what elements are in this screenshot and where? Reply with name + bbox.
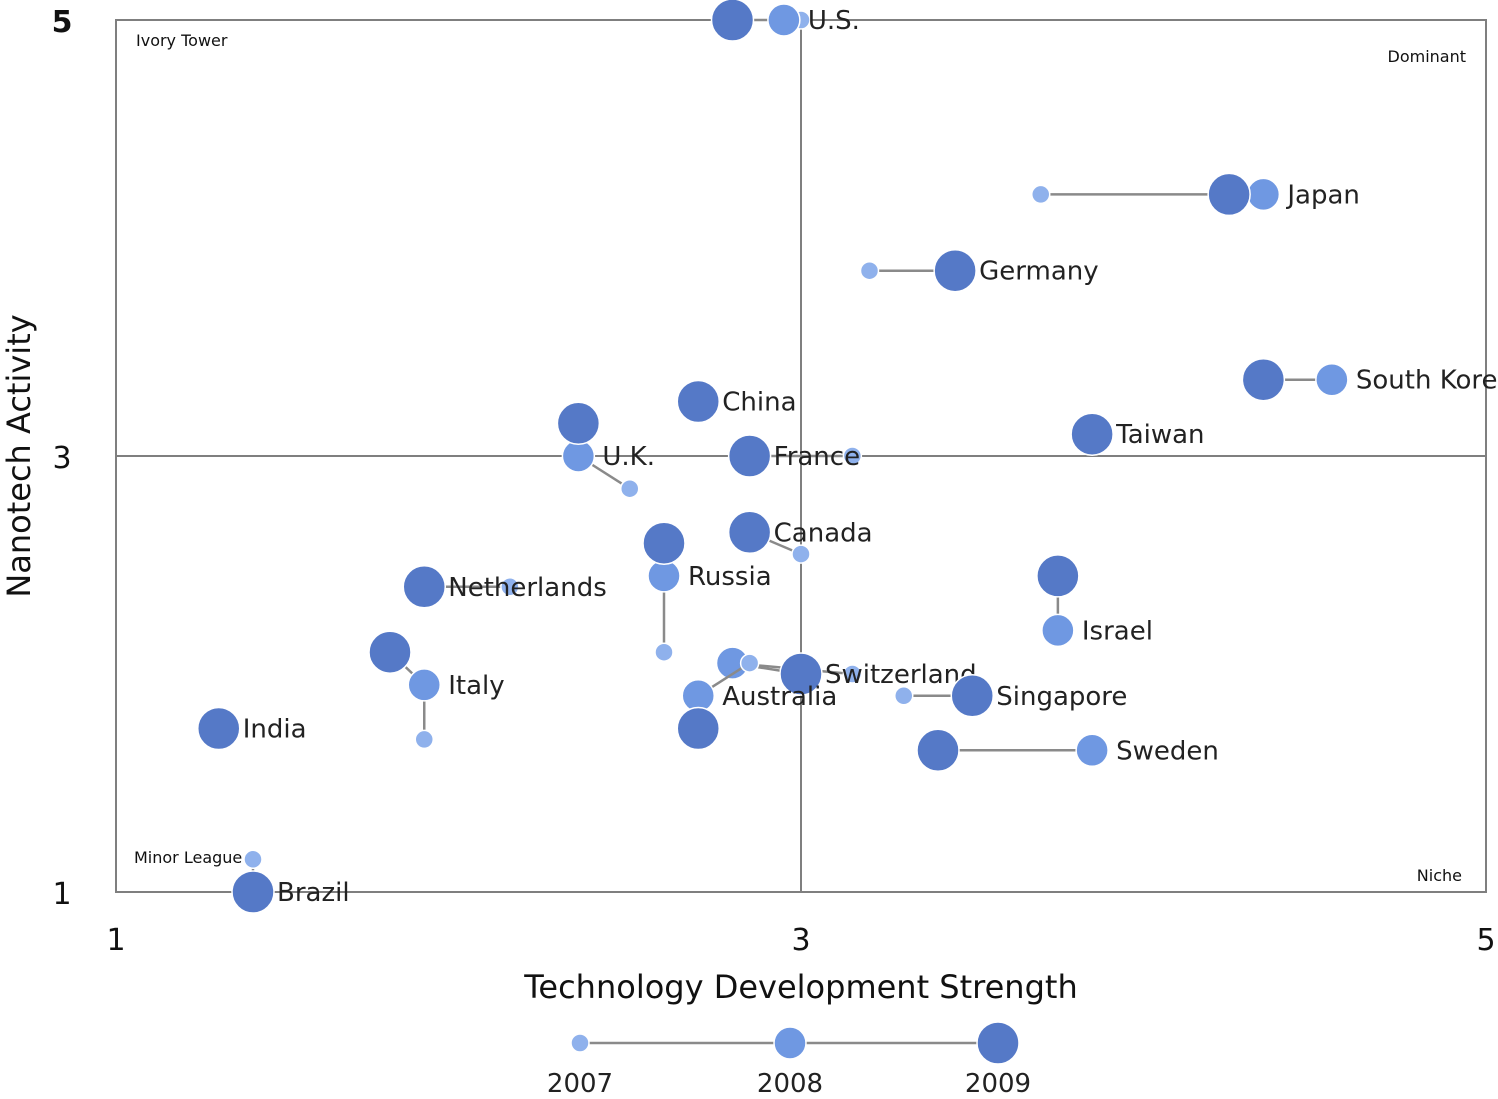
point-china-2009 bbox=[676, 379, 720, 424]
label-switzerland: Switzerland bbox=[825, 660, 977, 690]
y-tick-1: 1 bbox=[52, 877, 71, 912]
legend: 2007 2008 2009 bbox=[547, 1021, 1031, 1099]
country-group-israel: Israel bbox=[1036, 554, 1153, 648]
label-russia: Russia bbox=[688, 562, 772, 592]
country-group-sweden: Sweden bbox=[916, 728, 1219, 773]
legend-label-2008: 2008 bbox=[757, 1069, 823, 1099]
label-japan: Japan bbox=[1285, 180, 1360, 210]
point-singapore-2007 bbox=[894, 686, 914, 706]
point-australia-2009 bbox=[676, 706, 720, 751]
label-sweden: Sweden bbox=[1116, 736, 1219, 766]
country-group-netherlands: Netherlands bbox=[402, 565, 607, 609]
legend-label-2007: 2007 bbox=[547, 1069, 613, 1099]
point-india-2009 bbox=[197, 706, 241, 751]
country-group-italy: Italy bbox=[368, 630, 505, 750]
point-israel-2008 bbox=[1041, 613, 1075, 648]
quadrant-niche: Niche bbox=[1417, 866, 1462, 885]
point-russia-2007 bbox=[654, 642, 674, 662]
legend-marker-2008 bbox=[773, 1026, 807, 1060]
country-group-south-korea: South Korea bbox=[1241, 357, 1498, 402]
point-russia-2009 bbox=[642, 521, 686, 565]
country-group-brazil: Brazil bbox=[231, 849, 350, 914]
y-tick-3: 3 bbox=[52, 441, 71, 476]
point-brazil-2007 bbox=[243, 849, 263, 870]
point-singapore-2009 bbox=[950, 674, 994, 718]
point-u-k-2007 bbox=[620, 478, 640, 499]
country-group-australia: Australia bbox=[676, 653, 837, 751]
point-canada-2007 bbox=[791, 544, 811, 564]
label-taiwan: Taiwan bbox=[1115, 420, 1204, 450]
legend-label-2009: 2009 bbox=[965, 1069, 1031, 1099]
point-switzerland-2009 bbox=[779, 652, 823, 696]
label-singapore: Singapore bbox=[996, 682, 1127, 712]
point-france-2009 bbox=[727, 434, 772, 478]
quadrant-minor-league: Minor League bbox=[134, 848, 242, 867]
point-italy-2009 bbox=[368, 630, 412, 674]
quadrant-dominant: Dominant bbox=[1388, 47, 1467, 66]
point-taiwan-2009 bbox=[1070, 412, 1114, 456]
x-axis-title: Technology Development Strength bbox=[523, 968, 1077, 1006]
country-series: U.S. Japan Germany South Korea Taiwan China U.… bbox=[197, 0, 1498, 914]
point-switzerland-2007 bbox=[842, 664, 863, 684]
point-japan-2008 bbox=[1246, 177, 1281, 212]
country-group-russia: Russia bbox=[642, 521, 772, 662]
x-tick-1: 1 bbox=[106, 923, 125, 958]
y-axis-title: Nanotech Activity bbox=[0, 314, 38, 597]
point-south-korea-2009 bbox=[1241, 357, 1286, 402]
point-italy-2008 bbox=[407, 668, 441, 702]
country-group-canada: Canada bbox=[727, 510, 873, 564]
point-germany-2009 bbox=[933, 248, 977, 293]
label-italy: Italy bbox=[448, 671, 504, 701]
point-sweden-2009 bbox=[916, 728, 960, 773]
label-u-s: U.S. bbox=[808, 6, 860, 36]
x-tick-3: 3 bbox=[791, 923, 810, 958]
point-israel-2009 bbox=[1036, 554, 1080, 598]
y-tick-5: 5 bbox=[52, 5, 73, 40]
x-tick-5: 5 bbox=[1476, 923, 1495, 958]
quadrant-ivory-tower: Ivory Tower bbox=[136, 31, 228, 50]
label-u-k: U.K. bbox=[602, 442, 655, 472]
point-u-k-2009 bbox=[556, 401, 601, 446]
country-group-u-k: U.K. bbox=[556, 401, 655, 499]
country-group-switzerland: Switzerland bbox=[715, 646, 977, 696]
point-sweden-2008 bbox=[1075, 733, 1109, 768]
point-france-2007 bbox=[842, 446, 863, 466]
point-u-s-2009 bbox=[710, 0, 755, 42]
point-netherlands-2007 bbox=[500, 577, 520, 597]
label-south-korea: South Korea bbox=[1356, 366, 1498, 396]
country-group-singapore: Singapore bbox=[894, 674, 1127, 718]
point-u-s-2008 bbox=[767, 3, 801, 37]
point-netherlands-2009 bbox=[402, 565, 446, 609]
point-japan-2007 bbox=[1031, 184, 1051, 205]
label-germany: Germany bbox=[979, 257, 1099, 287]
label-brazil: Brazil bbox=[277, 878, 350, 908]
label-australia: Australia bbox=[722, 682, 837, 712]
point-japan-2009 bbox=[1207, 172, 1251, 217]
country-group-germany: Germany bbox=[859, 248, 1099, 293]
country-group-japan: Japan bbox=[1031, 172, 1360, 217]
label-israel: Israel bbox=[1082, 616, 1153, 646]
label-canada: Canada bbox=[774, 518, 873, 548]
point-italy-2007 bbox=[414, 729, 434, 750]
label-netherlands: Netherlands bbox=[448, 573, 607, 603]
point-australia-2007 bbox=[739, 653, 760, 673]
legend-marker-2009 bbox=[976, 1021, 1020, 1065]
country-group-china: China bbox=[676, 379, 797, 424]
point-germany-2007 bbox=[859, 260, 880, 281]
country-group-france: France bbox=[727, 434, 863, 478]
label-china: China bbox=[722, 388, 796, 418]
point-south-korea-2008 bbox=[1315, 362, 1349, 397]
legend-marker-2007 bbox=[570, 1033, 590, 1053]
country-group-u-s: U.S. bbox=[710, 0, 860, 42]
point-canada-2009 bbox=[727, 510, 772, 555]
label-india: India bbox=[243, 715, 307, 745]
label-france: France bbox=[774, 442, 860, 472]
country-group-india: India bbox=[197, 706, 307, 751]
point-brazil-2009 bbox=[231, 870, 275, 914]
country-group-taiwan: Taiwan bbox=[1070, 412, 1205, 456]
